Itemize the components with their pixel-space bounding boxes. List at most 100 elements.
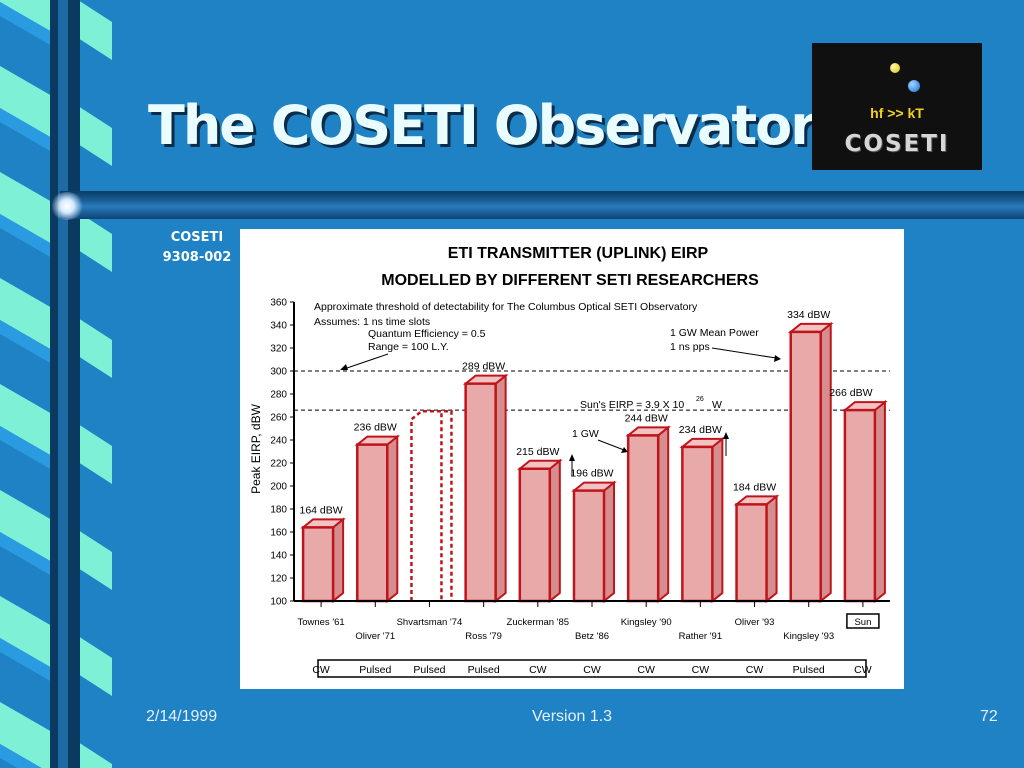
mode-label: CW xyxy=(637,664,655,676)
ribbon-fold-light xyxy=(78,212,112,272)
up-arrow-zuckerman-head xyxy=(569,454,575,461)
slide-code-line1: COSETI xyxy=(170,230,224,245)
category-box xyxy=(846,613,880,629)
mode-label: Pulsed xyxy=(413,664,445,676)
ribbon-fold-light xyxy=(0,172,52,244)
logo-formula: hf >> kT xyxy=(870,105,924,121)
bar-side xyxy=(332,517,345,604)
y-tick-label: 320 xyxy=(270,344,287,355)
category-label: Ross '79 xyxy=(465,631,502,642)
data-label: 184 dBW xyxy=(733,481,776,493)
footer-date: 2/14/1999 xyxy=(146,708,218,725)
data-label: 196 dBW xyxy=(570,468,613,480)
bar-outline xyxy=(410,410,453,601)
one-gw-pointer-head xyxy=(621,447,628,453)
mode-label: Pulsed xyxy=(468,664,500,676)
ribbon-decoration xyxy=(0,0,120,768)
y-tick-label: 120 xyxy=(270,574,287,585)
bar-side xyxy=(603,480,615,604)
bar xyxy=(681,445,714,603)
sun-eirp-exponent: 26 xyxy=(696,396,704,403)
horizontal-bar xyxy=(60,191,1024,219)
ribbon-fold-light xyxy=(78,0,112,60)
category-label: Betz '86 xyxy=(575,631,609,642)
sun-eirp-unit: W xyxy=(712,399,722,411)
quantum-efficiency-annotation: Quantum Efficiency = 0.5 xyxy=(368,328,486,340)
one-gw-annotation: 1 GW xyxy=(572,428,599,440)
chart-panel: ETI TRANSMITTER (UPLINK) EIRP MODELLED B… xyxy=(240,229,904,689)
ribbon-fold-light xyxy=(0,66,52,138)
y-tick-label: 180 xyxy=(270,505,287,516)
ribbon-column-highlight xyxy=(58,0,68,768)
footer-version: Version 1.3 xyxy=(532,708,613,725)
yellow-dot-icon xyxy=(890,63,900,73)
data-label: 244 dBW xyxy=(625,412,668,424)
data-label: 215 dBW xyxy=(516,446,559,458)
y-tick-label: 240 xyxy=(270,436,287,447)
bar xyxy=(626,434,660,603)
bar xyxy=(356,443,389,603)
mode-label: CW xyxy=(312,664,330,676)
chart-subtitle: MODELLED BY DIFFERENT SETI RESEARCHERS xyxy=(381,272,759,289)
ribbon-fold-shade xyxy=(0,2,52,46)
threshold-pointer-head xyxy=(340,364,348,370)
ribbon-fold-shade xyxy=(0,532,52,576)
assumptions-annotation: Assumes: 1 ns time slots xyxy=(314,316,430,328)
y-tick-label: 280 xyxy=(270,390,287,401)
ribbon-fold-shade xyxy=(0,214,52,258)
data-label: 234 dBW xyxy=(679,424,722,436)
ribbon-fold-light xyxy=(78,318,112,378)
gw-mean-power-annotation: 1 GW Mean Power xyxy=(670,327,759,339)
y-tick-label: 360 xyxy=(270,298,287,309)
blue-dot-icon xyxy=(908,80,920,92)
ribbon-fold-light xyxy=(78,106,112,166)
y-axis-label: Peak EIRP, dBW xyxy=(249,403,263,493)
data-label: 334 dBW xyxy=(787,309,830,321)
y-tick-label: 140 xyxy=(270,551,287,562)
category-label: Oliver '93 xyxy=(735,617,775,628)
bar xyxy=(301,526,335,603)
ribbon-fold-shade xyxy=(0,744,42,768)
bar-side xyxy=(711,436,724,604)
ribbon-fold-shade xyxy=(0,638,52,682)
data-label: 236 dBW xyxy=(354,422,397,434)
bar-side xyxy=(765,494,778,604)
bar-side xyxy=(386,434,399,604)
slide-code-line2: 9308-002 xyxy=(162,250,232,265)
bar xyxy=(789,330,822,603)
mode-label: Pulsed xyxy=(359,664,391,676)
threshold-annotation: Approximate threshold of detectability f… xyxy=(314,301,698,313)
ns-pps-annotation: 1 ns pps xyxy=(670,341,710,353)
ribbon-fold-light xyxy=(78,530,112,590)
y-tick-label: 100 xyxy=(270,597,287,608)
ribbon-fold-light xyxy=(0,490,52,562)
ribbon-fold-light xyxy=(0,384,52,456)
bar xyxy=(572,489,606,603)
threshold-pointer xyxy=(343,353,389,370)
y-tick-label: 160 xyxy=(270,528,287,539)
mode-label: CW xyxy=(583,664,601,676)
y-tick-label: 300 xyxy=(270,367,287,378)
category-label: Shvartsman '74 xyxy=(397,617,463,628)
bar xyxy=(518,467,552,603)
mode-label: Pulsed xyxy=(793,664,825,676)
coseti-logo: hf >> kT COSETI xyxy=(812,43,982,170)
category-label: Kingsley '93 xyxy=(783,631,834,642)
bar-side xyxy=(548,458,561,604)
bar xyxy=(735,503,768,603)
logo-wordmark: COSETI xyxy=(844,131,950,157)
ribbon-fold-shade xyxy=(0,108,52,152)
y-tick-label: 200 xyxy=(270,482,287,493)
mode-strip xyxy=(317,659,867,678)
ribbon-fold-shade xyxy=(0,320,52,364)
sun-eirp-annotation: Sun's EIRP = 3.9 X 10 xyxy=(580,399,684,411)
y-tick-label: 340 xyxy=(270,321,287,332)
data-label: 289 dBW xyxy=(462,361,505,373)
mode-label: CW xyxy=(529,664,547,676)
category-label: Sun xyxy=(854,617,871,628)
data-label: 266 dBW xyxy=(829,387,872,399)
range-annotation: Range = 100 L.Y. xyxy=(368,341,449,353)
bar xyxy=(843,408,877,603)
data-label: 164 dBW xyxy=(299,504,342,516)
mode-label: CW xyxy=(746,664,764,676)
